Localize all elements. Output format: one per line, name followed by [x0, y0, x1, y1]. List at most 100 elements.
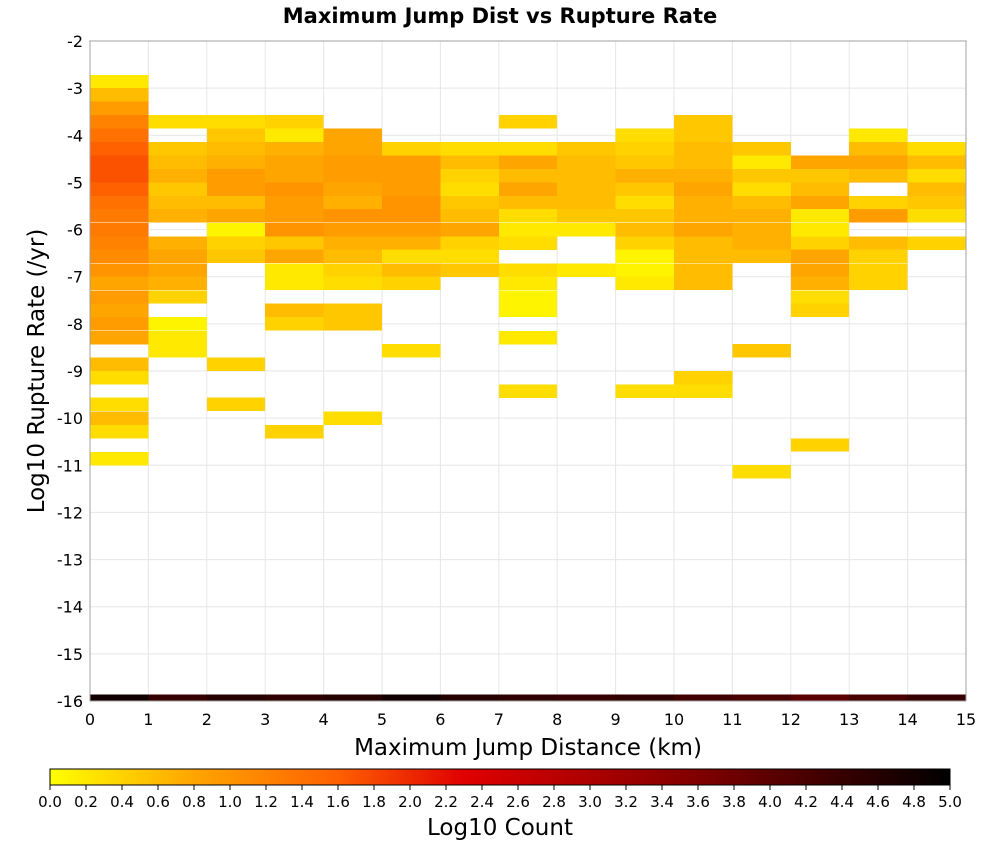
heatmap-cell — [323, 209, 382, 223]
heatmap-cell — [615, 236, 674, 250]
heatmap-cell — [90, 155, 149, 169]
heatmap-cell — [90, 195, 149, 210]
heatmap-cell — [90, 74, 149, 89]
heatmap-cell — [615, 169, 674, 183]
heatmap-cell — [674, 128, 733, 143]
heatmap-cell — [440, 155, 499, 169]
heatmap-cell — [732, 236, 791, 250]
heatmap-cell — [90, 88, 149, 102]
colorbar-tick-label: 3.0 — [578, 793, 602, 811]
x-tick-label: 6 — [435, 710, 445, 729]
heatmap-cell — [206, 249, 266, 264]
heatmap-cell — [382, 249, 441, 264]
colorbar-tick-label: 2.8 — [542, 793, 566, 811]
heatmap-cell — [440, 249, 499, 264]
heatmap-cell — [498, 114, 558, 129]
heatmap-cell — [790, 169, 850, 183]
heatmap-cell — [674, 384, 733, 399]
colorbar-tick-label: 0.8 — [182, 793, 206, 811]
heatmap-cell — [323, 222, 382, 237]
heatmap-cell — [323, 263, 382, 277]
heatmap-cell — [90, 357, 149, 372]
chart-title: Maximum Jump Dist vs Rupture Rate — [283, 4, 717, 28]
heatmap-cell — [382, 276, 441, 291]
heatmap-cell — [674, 209, 733, 223]
heatmap-cell — [148, 263, 207, 277]
heatmap-cell — [732, 222, 791, 237]
colorbar-tick-label: 4.8 — [902, 793, 926, 811]
y-tick-label: -5 — [67, 173, 83, 192]
heatmap-cell — [790, 236, 850, 250]
heatmap-cell — [498, 182, 558, 196]
heatmap-cell — [674, 155, 733, 169]
heatmap-cell — [90, 303, 149, 317]
heatmap-cell — [732, 195, 791, 210]
heatmap-cell — [323, 195, 382, 210]
heatmap-cell — [498, 290, 558, 304]
heatmap-cell — [265, 142, 324, 156]
heatmap-cell — [440, 263, 499, 277]
heatmap-cell — [90, 263, 149, 277]
heatmap-cell — [790, 222, 850, 237]
heatmap-cell — [265, 236, 324, 250]
heatmap-cell — [498, 169, 558, 183]
x-tick-label: 7 — [494, 710, 504, 729]
heatmap-cell — [732, 694, 791, 701]
y-tick-label: -16 — [57, 692, 83, 711]
heatmap-cell — [382, 694, 441, 701]
heatmap-cell — [265, 694, 324, 701]
heatmap-cell — [206, 694, 266, 701]
heatmap-cell — [90, 411, 149, 425]
heatmap-cell — [323, 249, 382, 264]
heatmap-cell — [265, 249, 324, 264]
colorbar-tick-label: 1.0 — [218, 793, 242, 811]
heatmap-cell — [440, 222, 499, 237]
x-tick-label: 10 — [664, 710, 684, 729]
heatmap-cell — [90, 101, 149, 116]
heatmap-cell — [790, 249, 850, 264]
colorbar-tick-label: 0.0 — [38, 793, 62, 811]
colorbar-tick-label: 2.6 — [506, 793, 530, 811]
heatmap-cell — [557, 169, 616, 183]
colorbar-tick-label: 1.4 — [290, 793, 314, 811]
heatmap-cell — [615, 694, 674, 701]
y-tick-label: -11 — [57, 456, 83, 475]
heatmap-cell — [790, 276, 850, 291]
y-tick-label: -12 — [57, 503, 83, 522]
x-tick-label: 0 — [85, 710, 95, 729]
heatmap-cell — [790, 195, 850, 210]
heatmap-cell — [849, 694, 908, 701]
heatmap-cell — [206, 397, 266, 412]
x-tick-label: 4 — [319, 710, 329, 729]
heatmap-cell — [732, 249, 791, 264]
heatmap-cell — [382, 155, 441, 169]
heatmap-cell — [90, 128, 149, 143]
colorbar-tick-label: 4.0 — [758, 793, 782, 811]
heatmap-cell — [732, 155, 791, 169]
x-tick-label: 8 — [552, 710, 562, 729]
heatmap-cell — [440, 195, 499, 210]
heatmap-cell — [849, 195, 908, 210]
heatmap-cell — [849, 155, 908, 169]
y-tick-label: -6 — [67, 221, 83, 240]
heatmap-cell — [498, 209, 558, 223]
heatmap-cell — [615, 195, 674, 210]
x-tick-label: 15 — [956, 710, 976, 729]
heatmap-cell — [615, 384, 674, 399]
x-tick-label: 1 — [143, 710, 153, 729]
colorbar-tick-label: 3.2 — [614, 793, 638, 811]
x-tick-label: 13 — [839, 710, 859, 729]
heatmap-cell — [674, 182, 733, 196]
heatmap-cell — [323, 411, 382, 425]
heatmap-cell — [790, 263, 850, 277]
heatmap-cell — [732, 182, 791, 196]
heatmap-cell — [790, 209, 850, 223]
colorbar-tick-label: 3.8 — [722, 793, 746, 811]
heatmap-cell — [498, 236, 558, 250]
heatmap-cell — [498, 303, 558, 317]
colorbar-tick-label: 1.2 — [254, 793, 278, 811]
heatmap-cell — [323, 142, 382, 156]
heatmap-cell — [674, 236, 733, 250]
heatmap-cell — [148, 209, 207, 223]
heatmap-cell — [907, 169, 966, 183]
